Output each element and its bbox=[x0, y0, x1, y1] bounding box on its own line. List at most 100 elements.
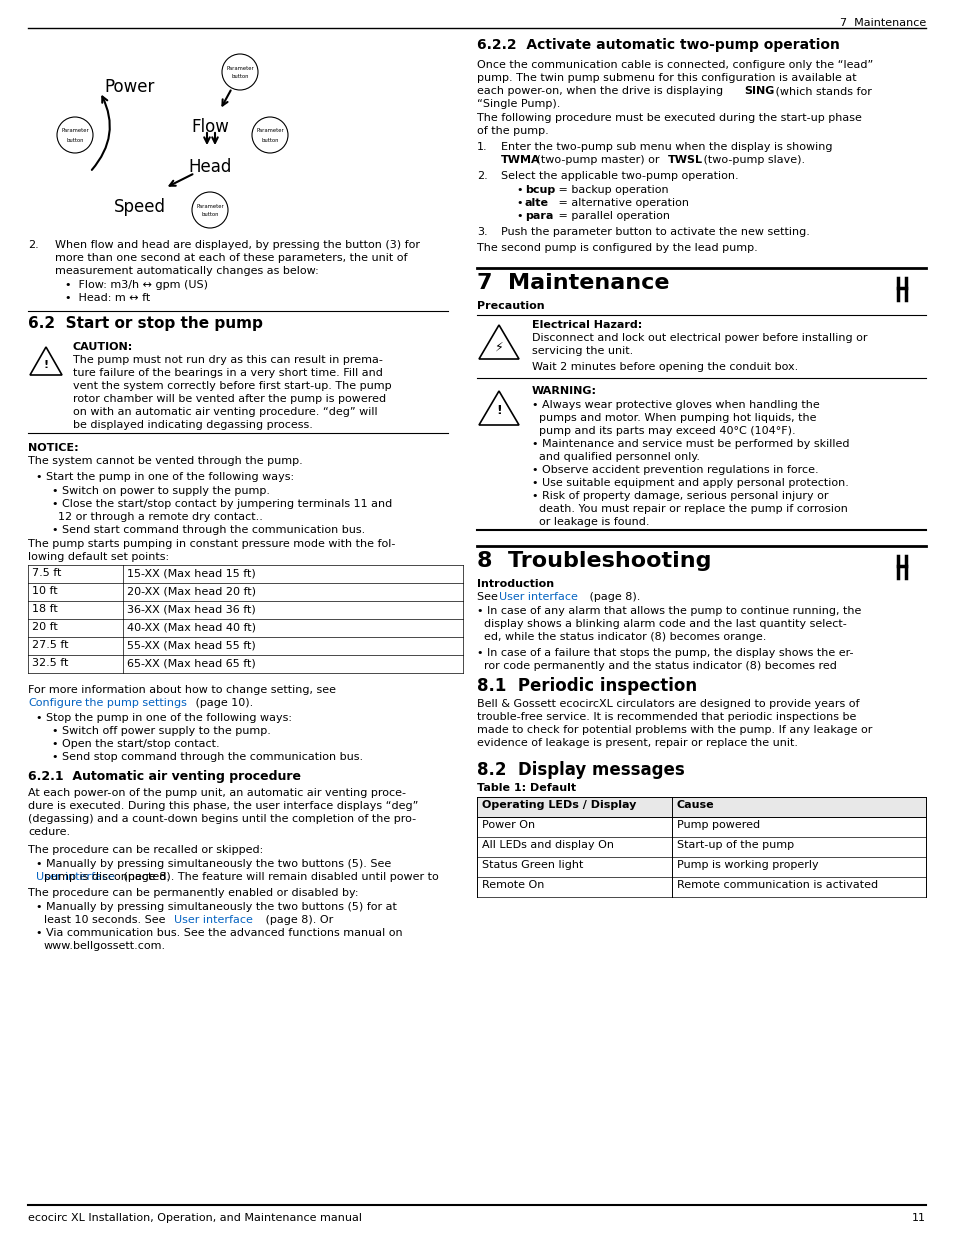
Text: The pump starts pumping in constant pressure mode with the fol-: The pump starts pumping in constant pres… bbox=[28, 538, 395, 550]
Text: (two-pump master) or: (two-pump master) or bbox=[533, 156, 662, 165]
Text: (page 10).: (page 10). bbox=[192, 698, 253, 708]
Text: • Switch off power supply to the pump.: • Switch off power supply to the pump. bbox=[52, 726, 271, 736]
Text: Cause: Cause bbox=[677, 800, 714, 810]
Text: on with an automatic air venting procedure. “deg” will: on with an automatic air venting procedu… bbox=[73, 408, 377, 417]
Text: When flow and head are displayed, by pressing the button (3) for: When flow and head are displayed, by pre… bbox=[55, 240, 419, 249]
Text: or leakage is found.: or leakage is found. bbox=[532, 517, 649, 527]
Text: 27.5 ft: 27.5 ft bbox=[32, 640, 69, 650]
Text: ror code permanently and the status indicator (8) becomes red: ror code permanently and the status indi… bbox=[476, 661, 836, 671]
Text: 65-XX (Max head 65 ft): 65-XX (Max head 65 ft) bbox=[127, 658, 255, 668]
Text: • Open the start/stop contact.: • Open the start/stop contact. bbox=[52, 739, 219, 748]
Text: 1.: 1. bbox=[476, 142, 487, 152]
Text: cedure.: cedure. bbox=[28, 827, 71, 837]
Text: Power: Power bbox=[105, 78, 155, 96]
Text: See: See bbox=[476, 592, 501, 601]
Text: 32.5 ft: 32.5 ft bbox=[32, 658, 69, 668]
Text: = parallel operation: = parallel operation bbox=[555, 211, 669, 221]
Text: Precaution: Precaution bbox=[476, 301, 544, 311]
Text: dure is executed. During this phase, the user interface displays “deg”: dure is executed. During this phase, the… bbox=[28, 802, 418, 811]
Text: Status Green light: Status Green light bbox=[481, 860, 583, 869]
Text: button: button bbox=[231, 74, 249, 79]
Text: pump and its parts may exceed 40°C (104°F).: pump and its parts may exceed 40°C (104°… bbox=[532, 426, 795, 436]
Text: The system cannot be vented through the pump.: The system cannot be vented through the … bbox=[28, 456, 302, 466]
Text: display shows a blinking alarm code and the last quantity select-: display shows a blinking alarm code and … bbox=[476, 619, 846, 629]
Text: be displayed indicating degassing process.: be displayed indicating degassing proces… bbox=[73, 420, 313, 430]
Text: !: ! bbox=[496, 404, 501, 416]
Text: User: User bbox=[36, 872, 61, 882]
Text: Table 1: Default: Table 1: Default bbox=[476, 783, 576, 793]
Text: Flow: Flow bbox=[191, 119, 229, 136]
Text: • Maintenance and service must be performed by skilled: • Maintenance and service must be perfor… bbox=[532, 438, 848, 450]
Text: Introduction: Introduction bbox=[476, 579, 554, 589]
Text: 7  Maintenance: 7 Maintenance bbox=[476, 273, 669, 293]
Text: Remote communication is activated: Remote communication is activated bbox=[677, 881, 877, 890]
Text: • Start the pump in one of the following ways:: • Start the pump in one of the following… bbox=[36, 472, 294, 482]
Text: At each power-on of the pump unit, an automatic air venting proce-: At each power-on of the pump unit, an au… bbox=[28, 788, 406, 798]
Text: All LEDs and display On: All LEDs and display On bbox=[481, 840, 614, 850]
Text: 8.2  Display messages: 8.2 Display messages bbox=[476, 761, 684, 779]
Text: • Close the start/stop contact by jumpering terminals 11 and: • Close the start/stop contact by jumper… bbox=[52, 499, 392, 509]
Text: para: para bbox=[524, 211, 553, 221]
Text: • Manually by pressing simultaneously the two buttons (5). See: • Manually by pressing simultaneously th… bbox=[36, 860, 395, 869]
Text: 15-XX (Max head 15 ft): 15-XX (Max head 15 ft) bbox=[127, 568, 255, 578]
Text: TWMA: TWMA bbox=[500, 156, 540, 165]
Text: Wait 2 minutes before opening the conduit box.: Wait 2 minutes before opening the condui… bbox=[532, 362, 798, 372]
Text: • Manually by pressing simultaneously the two buttons (5) for at: • Manually by pressing simultaneously th… bbox=[36, 902, 396, 911]
Text: Disconnect and lock out electrical power before installing or: Disconnect and lock out electrical power… bbox=[532, 333, 866, 343]
Text: bcup: bcup bbox=[524, 185, 555, 195]
Text: (which stands for: (which stands for bbox=[771, 86, 871, 96]
Text: 20-XX (Max head 20 ft): 20-XX (Max head 20 ft) bbox=[127, 585, 255, 597]
Text: ⚡: ⚡ bbox=[494, 341, 503, 353]
Text: •  Flow: m3/h ↔ gpm (US): • Flow: m3/h ↔ gpm (US) bbox=[65, 280, 208, 290]
Text: 7  Maintenance: 7 Maintenance bbox=[839, 19, 925, 28]
Text: 20 ft: 20 ft bbox=[32, 622, 58, 632]
Text: • Always wear protective gloves when handling the: • Always wear protective gloves when han… bbox=[532, 400, 819, 410]
Text: Speed: Speed bbox=[113, 198, 166, 216]
Text: lowing default set points:: lowing default set points: bbox=[28, 552, 169, 562]
Text: ed, while the status indicator (8) becomes orange.: ed, while the status indicator (8) becom… bbox=[476, 632, 765, 642]
Text: Parameter: Parameter bbox=[61, 128, 89, 133]
Text: 6.2  Start or stop the pump: 6.2 Start or stop the pump bbox=[28, 316, 263, 331]
Text: pumps and motor. When pumping hot liquids, the: pumps and motor. When pumping hot liquid… bbox=[532, 412, 816, 424]
Text: 2.: 2. bbox=[28, 240, 39, 249]
Text: measurement automatically changes as below:: measurement automatically changes as bel… bbox=[55, 266, 318, 275]
Text: button: button bbox=[201, 212, 218, 217]
Text: Select the applicable two-pump operation.: Select the applicable two-pump operation… bbox=[500, 170, 738, 182]
Text: www.bellgossett.com.: www.bellgossett.com. bbox=[44, 941, 166, 951]
Text: (page 8). The feature will remain disabled until power to: (page 8). The feature will remain disabl… bbox=[120, 872, 438, 882]
Text: Parameter: Parameter bbox=[196, 204, 224, 209]
Text: Push the parameter button to activate the new setting.: Push the parameter button to activate th… bbox=[500, 227, 809, 237]
Text: ecocirc XL Installation, Operation, and Maintenance manual: ecocirc XL Installation, Operation, and … bbox=[28, 1213, 361, 1223]
Text: Configure: Configure bbox=[28, 698, 82, 708]
Text: pump. The twin pump submenu for this configuration is available at: pump. The twin pump submenu for this con… bbox=[476, 73, 856, 83]
Text: Once the communication cable is connected, configure only the “lead”: Once the communication cable is connecte… bbox=[476, 61, 872, 70]
Text: made to check for potential problems with the pump. If any leakage or: made to check for potential problems wit… bbox=[476, 725, 871, 735]
Text: •  Head: m ↔ ft: • Head: m ↔ ft bbox=[65, 293, 150, 303]
Text: • Stop the pump in one of the following ways:: • Stop the pump in one of the following … bbox=[36, 713, 292, 722]
Text: • Send start command through the communication bus.: • Send start command through the communi… bbox=[52, 525, 365, 535]
Text: The procedure can be permanently enabled or disabled by:: The procedure can be permanently enabled… bbox=[28, 888, 358, 898]
Text: 7.5 ft: 7.5 ft bbox=[32, 568, 61, 578]
Text: Bell & Gossett ecocircXL circulators are designed to provide years of: Bell & Gossett ecocircXL circulators are… bbox=[476, 699, 859, 709]
Text: rotor chamber will be vented after the pump is powered: rotor chamber will be vented after the p… bbox=[73, 394, 386, 404]
Text: alte: alte bbox=[524, 198, 548, 207]
Text: •: • bbox=[517, 198, 526, 207]
Text: SING: SING bbox=[743, 86, 774, 96]
Text: • Via communication bus. See the advanced functions manual on: • Via communication bus. See the advance… bbox=[36, 927, 402, 939]
Text: trouble-free service. It is recommended that periodic inspections be: trouble-free service. It is recommended … bbox=[476, 713, 856, 722]
Text: The procedure can be recalled or skipped:: The procedure can be recalled or skipped… bbox=[28, 845, 263, 855]
Text: 2.: 2. bbox=[476, 170, 487, 182]
Text: •: • bbox=[517, 185, 526, 195]
Text: (page 8). Or: (page 8). Or bbox=[262, 915, 333, 925]
Text: Power On: Power On bbox=[481, 820, 535, 830]
Text: “Single Pump).: “Single Pump). bbox=[476, 99, 559, 109]
Text: •: • bbox=[517, 211, 526, 221]
Text: 36-XX (Max head 36 ft): 36-XX (Max head 36 ft) bbox=[127, 604, 255, 614]
Text: Start-up of the pump: Start-up of the pump bbox=[677, 840, 793, 850]
Text: pump is disconnected.: pump is disconnected. bbox=[44, 872, 170, 882]
Text: NOTICE:: NOTICE: bbox=[28, 443, 78, 453]
Text: ture failure of the bearings in a very short time. Fill and: ture failure of the bearings in a very s… bbox=[73, 368, 382, 378]
Text: 11: 11 bbox=[911, 1213, 925, 1223]
Text: least 10 seconds. See: least 10 seconds. See bbox=[44, 915, 169, 925]
Text: (two-pump slave).: (two-pump slave). bbox=[700, 156, 804, 165]
